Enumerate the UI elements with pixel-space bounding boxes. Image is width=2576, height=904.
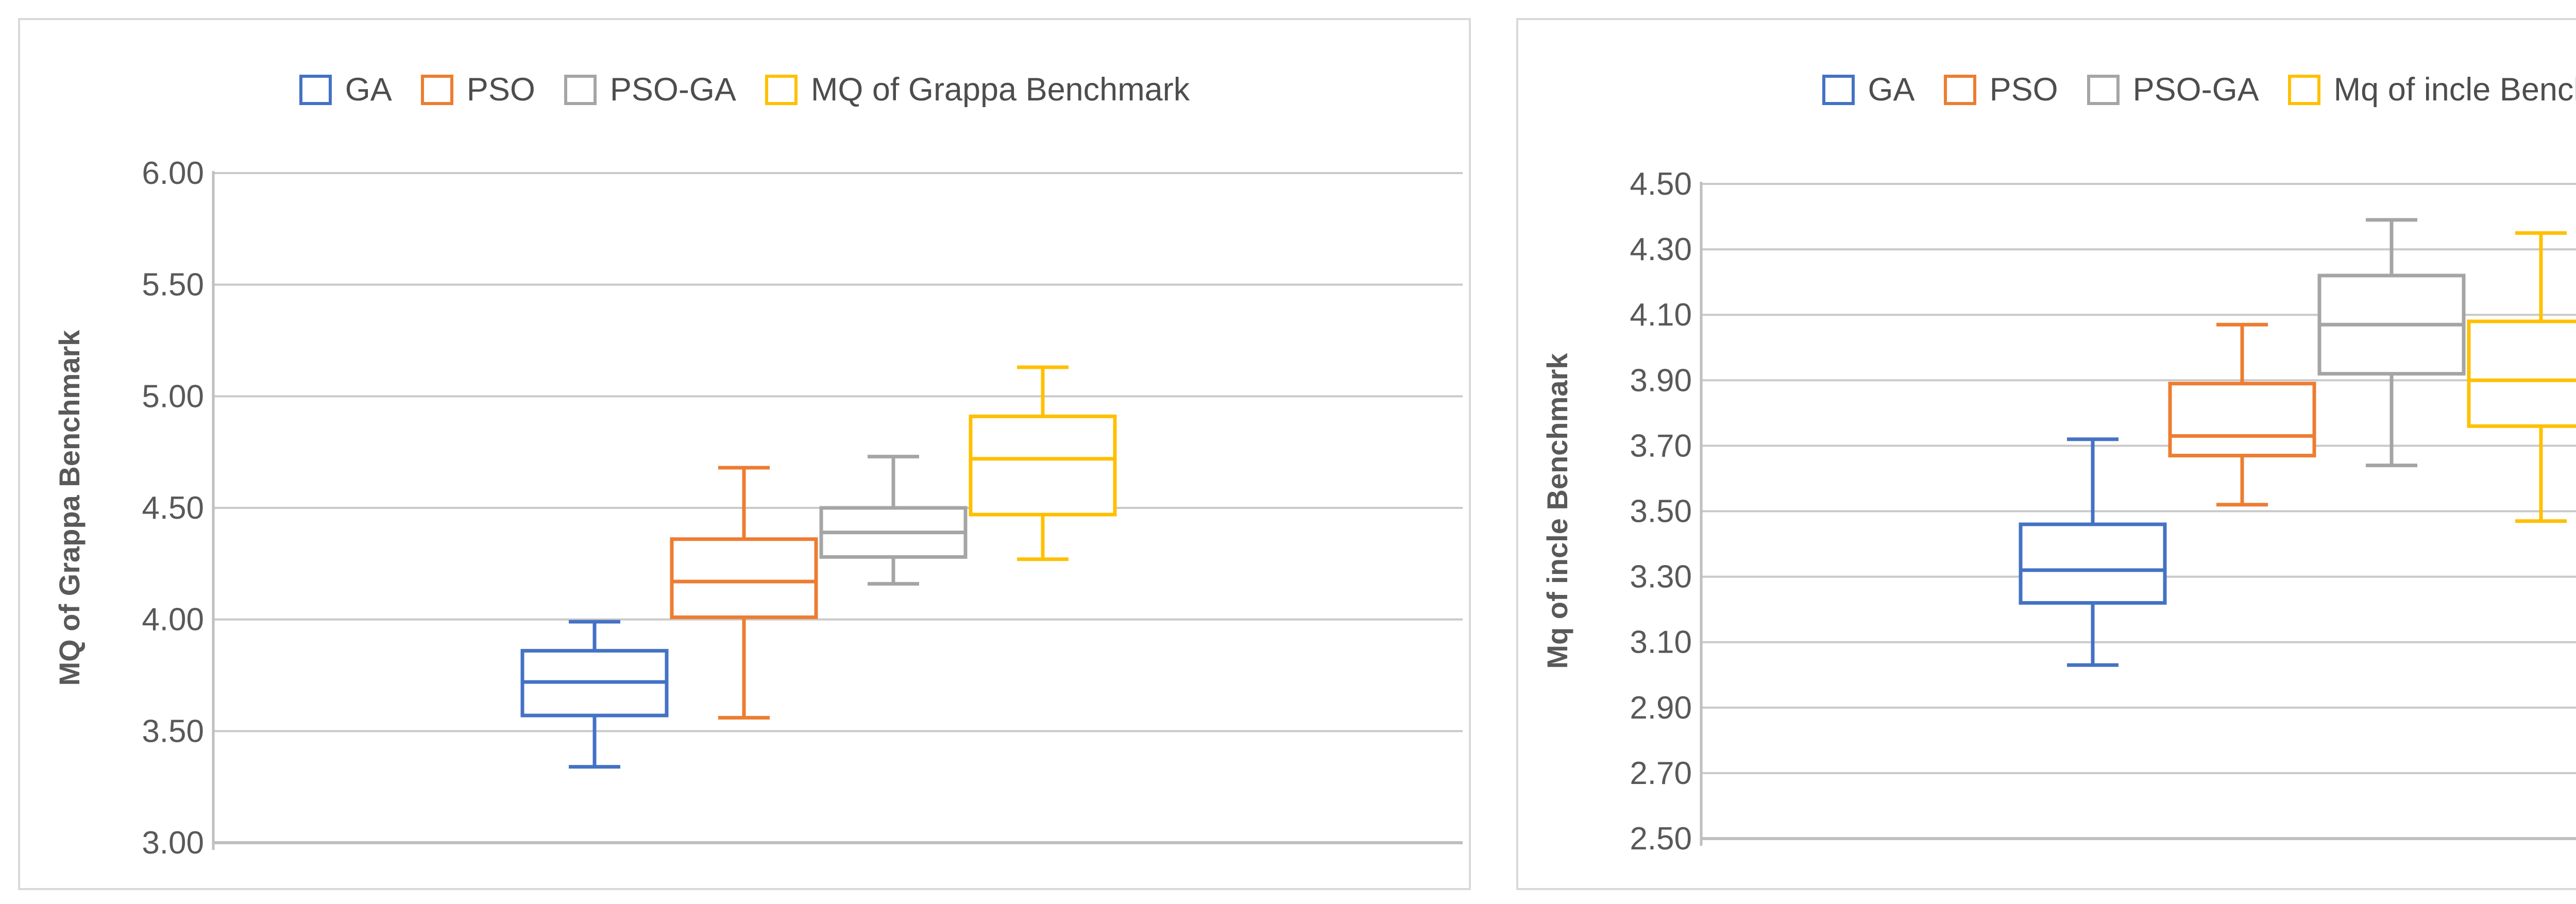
box-plot-pso-ga bbox=[2317, 218, 2466, 468]
box-plot-mq-of-grappa-benchmark bbox=[969, 365, 1117, 561]
y-tick-label: 3.10 bbox=[1630, 625, 1692, 660]
y-axis-title: Mq of incle Benchmark bbox=[1541, 353, 1573, 669]
legend-label: PSO bbox=[466, 71, 535, 108]
legend-swatch-icon bbox=[564, 74, 597, 105]
y-tick-label: 4.50 bbox=[1630, 166, 1692, 202]
y-tick-label: 4.50 bbox=[142, 490, 204, 526]
box-plot-pso bbox=[2168, 322, 2316, 507]
legend-label: PSO-GA bbox=[2132, 71, 2259, 108]
box-plot-ga bbox=[520, 620, 669, 769]
chart-card-incle-benchmark: GA PSO PSO-GA Mq of incle Benchmark Mq of i… bbox=[1516, 18, 2576, 890]
chart-card-grappa-benchmark: GA PSO PSO-GA MQ of Grappa Benchmark MQ of … bbox=[18, 18, 1471, 890]
legend-label: GA bbox=[345, 71, 392, 108]
y-tick-label: 6.00 bbox=[142, 156, 204, 191]
iqr-box bbox=[670, 537, 818, 619]
y-tick-label: 5.00 bbox=[142, 379, 204, 414]
y-tick-label: 2.70 bbox=[1630, 756, 1692, 791]
legend-swatch-icon bbox=[420, 74, 453, 105]
legend-item-pso: PSO bbox=[420, 71, 535, 108]
y-axis-title: MQ of Grappa Benchmark bbox=[53, 330, 86, 686]
legend-swatch-icon bbox=[1943, 74, 1976, 105]
legend: GA PSO PSO-GA Mq of incle Benchmark bbox=[1518, 72, 2576, 108]
legend-label: GA bbox=[1868, 71, 1915, 108]
y-tick-label: 3.70 bbox=[1630, 428, 1692, 464]
legend-label: PSO bbox=[1989, 71, 2058, 108]
legend-swatch-icon bbox=[299, 74, 332, 105]
boxplot-incle-benchmark: Mq of incle Benchmark 4.50 4.30 4.10 3.90 3.… bbox=[1541, 166, 2576, 857]
y-tick-label: 3.00 bbox=[142, 825, 204, 861]
y-tick-label: 2.50 bbox=[1630, 821, 1692, 857]
box-plot-pso-ga bbox=[819, 454, 968, 586]
legend-item-ga: GA bbox=[299, 71, 392, 108]
legend-swatch-icon bbox=[2287, 74, 2320, 105]
y-tick-label: 3.50 bbox=[142, 713, 204, 749]
box-plot-pso bbox=[670, 466, 818, 720]
y-tick-label: 4.00 bbox=[142, 602, 204, 638]
legend-item-pso: PSO bbox=[1943, 71, 2058, 108]
iqr-box bbox=[969, 414, 1117, 517]
legend-label: Mq of incle Benchmark bbox=[2333, 71, 2576, 108]
legend-item-mq-of-grappa-benchmark: MQ of Grappa Benchmark bbox=[765, 71, 1190, 108]
y-tick-label: 2.90 bbox=[1630, 690, 1692, 726]
y-tick-label: 3.90 bbox=[1630, 363, 1692, 398]
legend-swatch-icon bbox=[1822, 74, 1855, 105]
legend: GA PSO PSO-GA MQ of Grappa Benchmark bbox=[20, 72, 1469, 108]
legend-item-mq-of-incle-benchmark: Mq of incle Benchmark bbox=[2287, 71, 2576, 108]
iqr-box bbox=[2467, 319, 2576, 428]
y-tick-label: 3.30 bbox=[1630, 559, 1692, 595]
legend-item-ga: GA bbox=[1822, 71, 1915, 108]
y-tick-label: 5.50 bbox=[142, 267, 204, 303]
legend-label: MQ of Grappa Benchmark bbox=[810, 71, 1190, 108]
legend-item-pso-ga: PSO-GA bbox=[2087, 71, 2259, 108]
iqr-box bbox=[2168, 382, 2316, 457]
legend-label: PSO-GA bbox=[609, 71, 736, 108]
iqr-box bbox=[2019, 522, 2167, 605]
boxplot-grappa-benchmark: MQ of Grappa Benchmark 6.00 5.50 5.00 4.50 4… bbox=[53, 156, 1463, 861]
y-tick-label: 3.50 bbox=[1630, 494, 1692, 530]
legend-swatch-icon bbox=[2087, 74, 2120, 105]
box-plot-ga bbox=[2019, 437, 2167, 667]
legend-item-pso-ga: PSO-GA bbox=[564, 71, 736, 108]
legend-swatch-icon bbox=[765, 74, 798, 105]
box-plot-mq-of-incle-benchmark bbox=[2467, 231, 2576, 523]
y-tick-label: 4.10 bbox=[1630, 297, 1692, 333]
y-tick-label: 4.30 bbox=[1630, 232, 1692, 267]
